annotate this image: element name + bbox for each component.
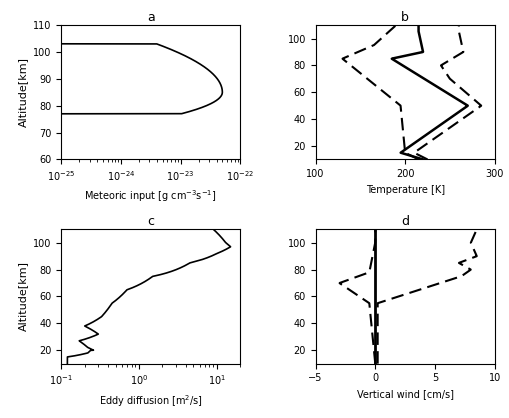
Y-axis label: Altitude[km]: Altitude[km] [17, 57, 27, 127]
X-axis label: Meteoric input [g cm$^{-3}$s$^{-1}$]: Meteoric input [g cm$^{-3}$s$^{-1}$] [84, 189, 217, 204]
X-axis label: Vertical wind [cm/s]: Vertical wind [cm/s] [356, 389, 453, 399]
X-axis label: Temperature [K]: Temperature [K] [365, 185, 444, 195]
Y-axis label: Altitude[km]: Altitude[km] [17, 262, 27, 331]
X-axis label: Eddy diffusion [m$^2$/s]: Eddy diffusion [m$^2$/s] [99, 393, 202, 408]
Title: a: a [147, 11, 154, 24]
Title: c: c [147, 215, 154, 228]
Title: b: b [401, 11, 408, 24]
Title: d: d [401, 215, 408, 228]
